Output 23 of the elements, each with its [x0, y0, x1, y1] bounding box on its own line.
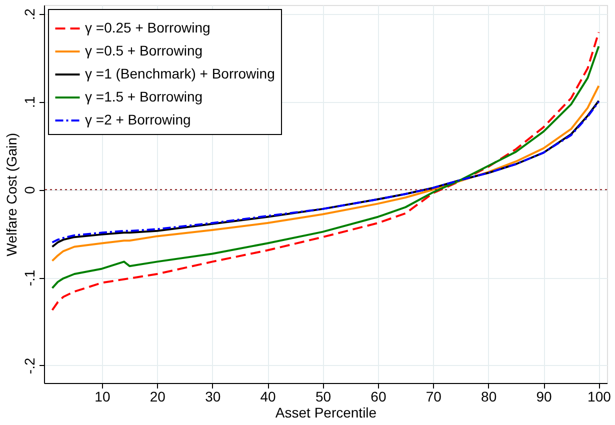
line-series	[51, 84, 600, 262]
x-tick-label: 80	[481, 388, 497, 404]
y-tick-label: -.2	[22, 358, 38, 374]
y-tick-label: 0	[22, 186, 38, 194]
y-tick-label: .2	[22, 8, 38, 20]
legend-label: γ =1.5 + Borrowing	[85, 88, 203, 104]
x-tick-label: 10	[94, 388, 110, 404]
legend-label: γ =2 + Borrowing	[85, 112, 191, 128]
x-axis-title: Asset Percentile	[275, 404, 377, 420]
x-tick-label: 30	[205, 388, 221, 404]
legend-label: γ =0.25 + Borrowing	[85, 20, 210, 36]
x-tick-label: 100	[588, 388, 612, 404]
x-tick-label: 50	[315, 388, 332, 404]
x-tick-label: 70	[426, 388, 442, 404]
x-tick-label: 90	[536, 388, 552, 404]
legend-label: γ =1 (Benchmark) + Borrowing	[85, 66, 275, 82]
y-axis-title: Welfare Cost (Gain)	[4, 132, 20, 256]
y-tick-label: .1	[22, 96, 38, 108]
x-tick-label: 20	[150, 388, 166, 404]
x-tick-label: 60	[370, 388, 386, 404]
x-tick-label: 40	[260, 388, 276, 404]
y-tick-label: -.1	[22, 270, 38, 286]
legend-label: γ =0.5 + Borrowing	[85, 42, 203, 58]
